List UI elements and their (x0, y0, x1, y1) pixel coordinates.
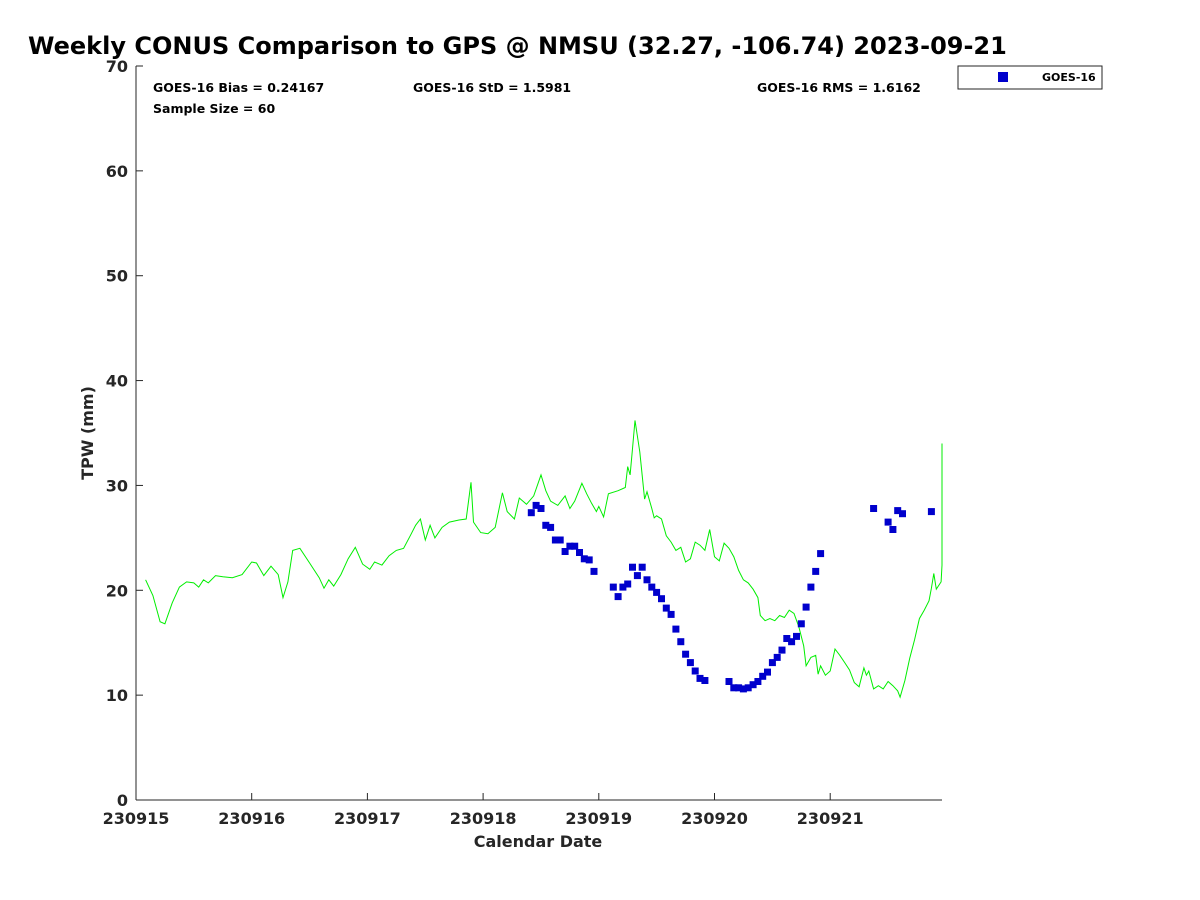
goes16-point (783, 635, 791, 642)
goes16-point (802, 603, 810, 611)
chart-title: Weekly CONUS Comparison to GPS @ NMSU (3… (28, 32, 1007, 60)
goes16-point (730, 684, 738, 692)
y-axis-label: TPW (mm) (78, 386, 97, 480)
goes16-point (629, 563, 636, 571)
goes16-point (609, 583, 617, 591)
goes16-point (797, 620, 805, 628)
goes16-point (677, 638, 685, 646)
goes16-point (870, 505, 878, 512)
goes16-point (619, 583, 627, 591)
goes16-point (643, 576, 651, 584)
goes16-point (667, 610, 675, 618)
sample-size-stat: Sample Size = 60 (153, 101, 275, 116)
rms-stat: GOES-16 RMS = 1.6162 (757, 80, 921, 95)
goes16-point (889, 526, 897, 533)
goes16-point (633, 572, 641, 580)
goes16-point (773, 653, 781, 661)
goes16-point (682, 650, 690, 658)
legend-box (957, 65, 1103, 90)
goes16-marker-layer (527, 501, 935, 693)
goes16-point (556, 536, 564, 544)
y-axis-ticks: 0 10 20 30 40 50 60 70 (106, 57, 143, 810)
y-tick-label: 40 (106, 372, 128, 391)
goes16-point (662, 604, 670, 612)
goes16-point (624, 580, 632, 588)
goes16-point (768, 659, 776, 667)
goes16-point (725, 678, 733, 685)
y-tick-label: 70 (106, 57, 128, 76)
y-tick-label: 0 (117, 791, 128, 810)
goes16-point (749, 681, 757, 689)
y-tick-label: 60 (106, 162, 128, 181)
x-tick-label: 230921 (797, 809, 864, 828)
goes16-point (927, 508, 935, 516)
goes16-point (614, 593, 622, 601)
y-tick-label: 20 (106, 581, 128, 600)
gps-line-layer (145, 420, 943, 699)
goes16-point (778, 646, 786, 654)
goes16-point (754, 678, 762, 685)
x-tick-label: 230915 (103, 809, 170, 828)
goes16-point (532, 501, 540, 509)
legend-marker-goes16 (998, 72, 1008, 82)
goes16-point (899, 510, 906, 518)
x-tick-label: 230918 (450, 809, 517, 828)
goes16-point (571, 542, 579, 550)
x-tick-label: 230919 (565, 809, 632, 828)
goes16-point (817, 550, 825, 558)
goes16-point (764, 668, 771, 676)
goes16-point (658, 595, 665, 603)
goes16-point (691, 667, 699, 675)
x-tick-label: 230916 (218, 809, 285, 828)
x-tick-label: 230920 (681, 809, 748, 828)
goes16-point (759, 672, 767, 680)
goes16-point (527, 509, 535, 517)
plot-background (136, 66, 942, 800)
goes16-point (739, 685, 747, 693)
x-axis-label: Calendar Date (474, 832, 603, 851)
goes16-point (812, 567, 820, 575)
goes16-point (551, 536, 559, 544)
y-tick-label: 50 (106, 267, 128, 286)
goes16-point (793, 632, 800, 640)
legend: GOES-16 (957, 65, 1103, 90)
goes16-point (648, 583, 656, 591)
goes16-point (547, 523, 555, 531)
goes16-point (566, 542, 574, 550)
goes16-point (788, 638, 796, 646)
std-stat: GOES-16 StD = 1.5981 (413, 80, 571, 95)
x-axis-ticks: 230915 230916 230917 230918 230919 230920 2309… (103, 793, 864, 828)
goes16-point (672, 625, 680, 633)
goes16-point (580, 555, 588, 563)
goes16-point (653, 588, 661, 596)
goes16-point (542, 521, 550, 529)
goes16-point (696, 674, 704, 682)
goes16-point (537, 505, 545, 512)
x-tick-label: 230917 (334, 809, 401, 828)
goes16-point (744, 684, 752, 692)
goes16-point (807, 583, 815, 591)
goes16-point (735, 684, 743, 692)
plot-area (135, 66, 943, 801)
y-tick-label: 30 (106, 476, 128, 495)
goes16-point (585, 556, 593, 564)
goes16-point (686, 659, 694, 667)
goes16-point (894, 507, 902, 515)
goes16-point (638, 563, 646, 571)
goes16-point (561, 548, 569, 555)
goes16-point (884, 518, 892, 526)
goes16-point (576, 549, 583, 556)
goes16-point (701, 677, 709, 684)
bias-stat: GOES-16 Bias = 0.24167 (153, 80, 324, 95)
gps-tpw-line (145, 420, 943, 699)
goes16-point (590, 567, 598, 575)
y-tick-label: 10 (106, 686, 128, 705)
legend-label-goes16: GOES-16 (1042, 71, 1096, 84)
